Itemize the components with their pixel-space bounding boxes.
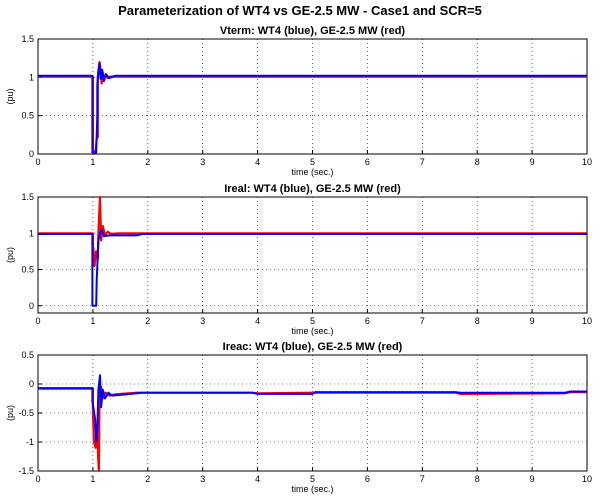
x-tick-label: 7 bbox=[420, 157, 425, 167]
panel-title: Vterm: WT4 (blue), GE-2.5 MW (red) bbox=[220, 25, 406, 37]
x-tick-label: 7 bbox=[420, 474, 425, 484]
x-tick-label: 10 bbox=[582, 474, 592, 484]
x-tick-label: 2 bbox=[145, 157, 150, 167]
x-tick-label: 0 bbox=[35, 316, 40, 326]
y-tick-label: 1.5 bbox=[21, 34, 34, 44]
figure-title: Parameterization of WT4 vs GE-2.5 MW - C… bbox=[118, 3, 482, 18]
x-tick-label: 3 bbox=[200, 474, 205, 484]
plot-area bbox=[37, 38, 588, 155]
y-tick-label: 1 bbox=[29, 72, 34, 82]
x-tick-label: 9 bbox=[530, 316, 535, 326]
x-axis-label: time (sec.) bbox=[291, 484, 333, 494]
y-tick-label: -1 bbox=[26, 437, 34, 447]
x-tick-label: 4 bbox=[255, 316, 260, 326]
panel-title: Ireac: WT4 (blue), GE-2.5 MW (red) bbox=[223, 341, 403, 353]
x-tick-label: 10 bbox=[582, 316, 592, 326]
x-tick-label: 0 bbox=[35, 157, 40, 167]
series-line-wt4 bbox=[38, 228, 587, 307]
x-tick-label: 0 bbox=[35, 474, 40, 484]
y-tick-label: 0 bbox=[29, 379, 34, 389]
x-tick-label: 7 bbox=[420, 316, 425, 326]
y-tick-label: 0 bbox=[29, 301, 34, 311]
x-tick-label: 8 bbox=[475, 316, 480, 326]
x-tick-label: 5 bbox=[310, 157, 315, 167]
x-axis-label: time (sec.) bbox=[291, 167, 333, 177]
x-tick-label: 5 bbox=[310, 316, 315, 326]
series-line-wt4 bbox=[38, 374, 587, 443]
x-tick-label: 1 bbox=[90, 157, 95, 167]
y-tick-label: -0.5 bbox=[18, 408, 34, 418]
y-tick-label: 1 bbox=[29, 228, 34, 238]
x-tick-label: 4 bbox=[255, 474, 260, 484]
x-tick-label: 5 bbox=[310, 474, 315, 484]
x-tick-label: 10 bbox=[582, 157, 592, 167]
y-tick-label: -1.5 bbox=[18, 466, 34, 476]
y-axis-label: (pu) bbox=[5, 405, 15, 421]
x-tick-label: 1 bbox=[90, 316, 95, 326]
x-tick-label: 2 bbox=[145, 316, 150, 326]
x-tick-label: 1 bbox=[90, 474, 95, 484]
x-tick-label: 3 bbox=[200, 157, 205, 167]
panel-title: Ireal: WT4 (blue), GE-2.5 MW (red) bbox=[224, 183, 401, 195]
y-tick-label: 1.5 bbox=[21, 192, 34, 202]
y-axis-label: (pu) bbox=[5, 88, 15, 104]
plot-area bbox=[37, 354, 588, 472]
plot-area bbox=[37, 196, 588, 314]
x-tick-label: 6 bbox=[365, 474, 370, 484]
x-tick-label: 6 bbox=[365, 316, 370, 326]
y-axis-label: (pu) bbox=[5, 247, 15, 263]
series-line-wt4 bbox=[38, 62, 587, 154]
y-tick-label: 0.5 bbox=[21, 265, 34, 275]
x-tick-label: 8 bbox=[475, 157, 480, 167]
x-tick-label: 9 bbox=[530, 474, 535, 484]
y-tick-label: 0 bbox=[29, 149, 34, 159]
y-tick-label: 0.5 bbox=[21, 111, 34, 121]
x-tick-label: 8 bbox=[475, 474, 480, 484]
x-tick-label: 9 bbox=[530, 157, 535, 167]
x-tick-label: 4 bbox=[255, 157, 260, 167]
x-tick-label: 6 bbox=[365, 157, 370, 167]
x-tick-label: 2 bbox=[145, 474, 150, 484]
y-tick-label: 0.5 bbox=[21, 350, 34, 360]
x-tick-label: 3 bbox=[200, 316, 205, 326]
x-axis-label: time (sec.) bbox=[291, 326, 333, 336]
